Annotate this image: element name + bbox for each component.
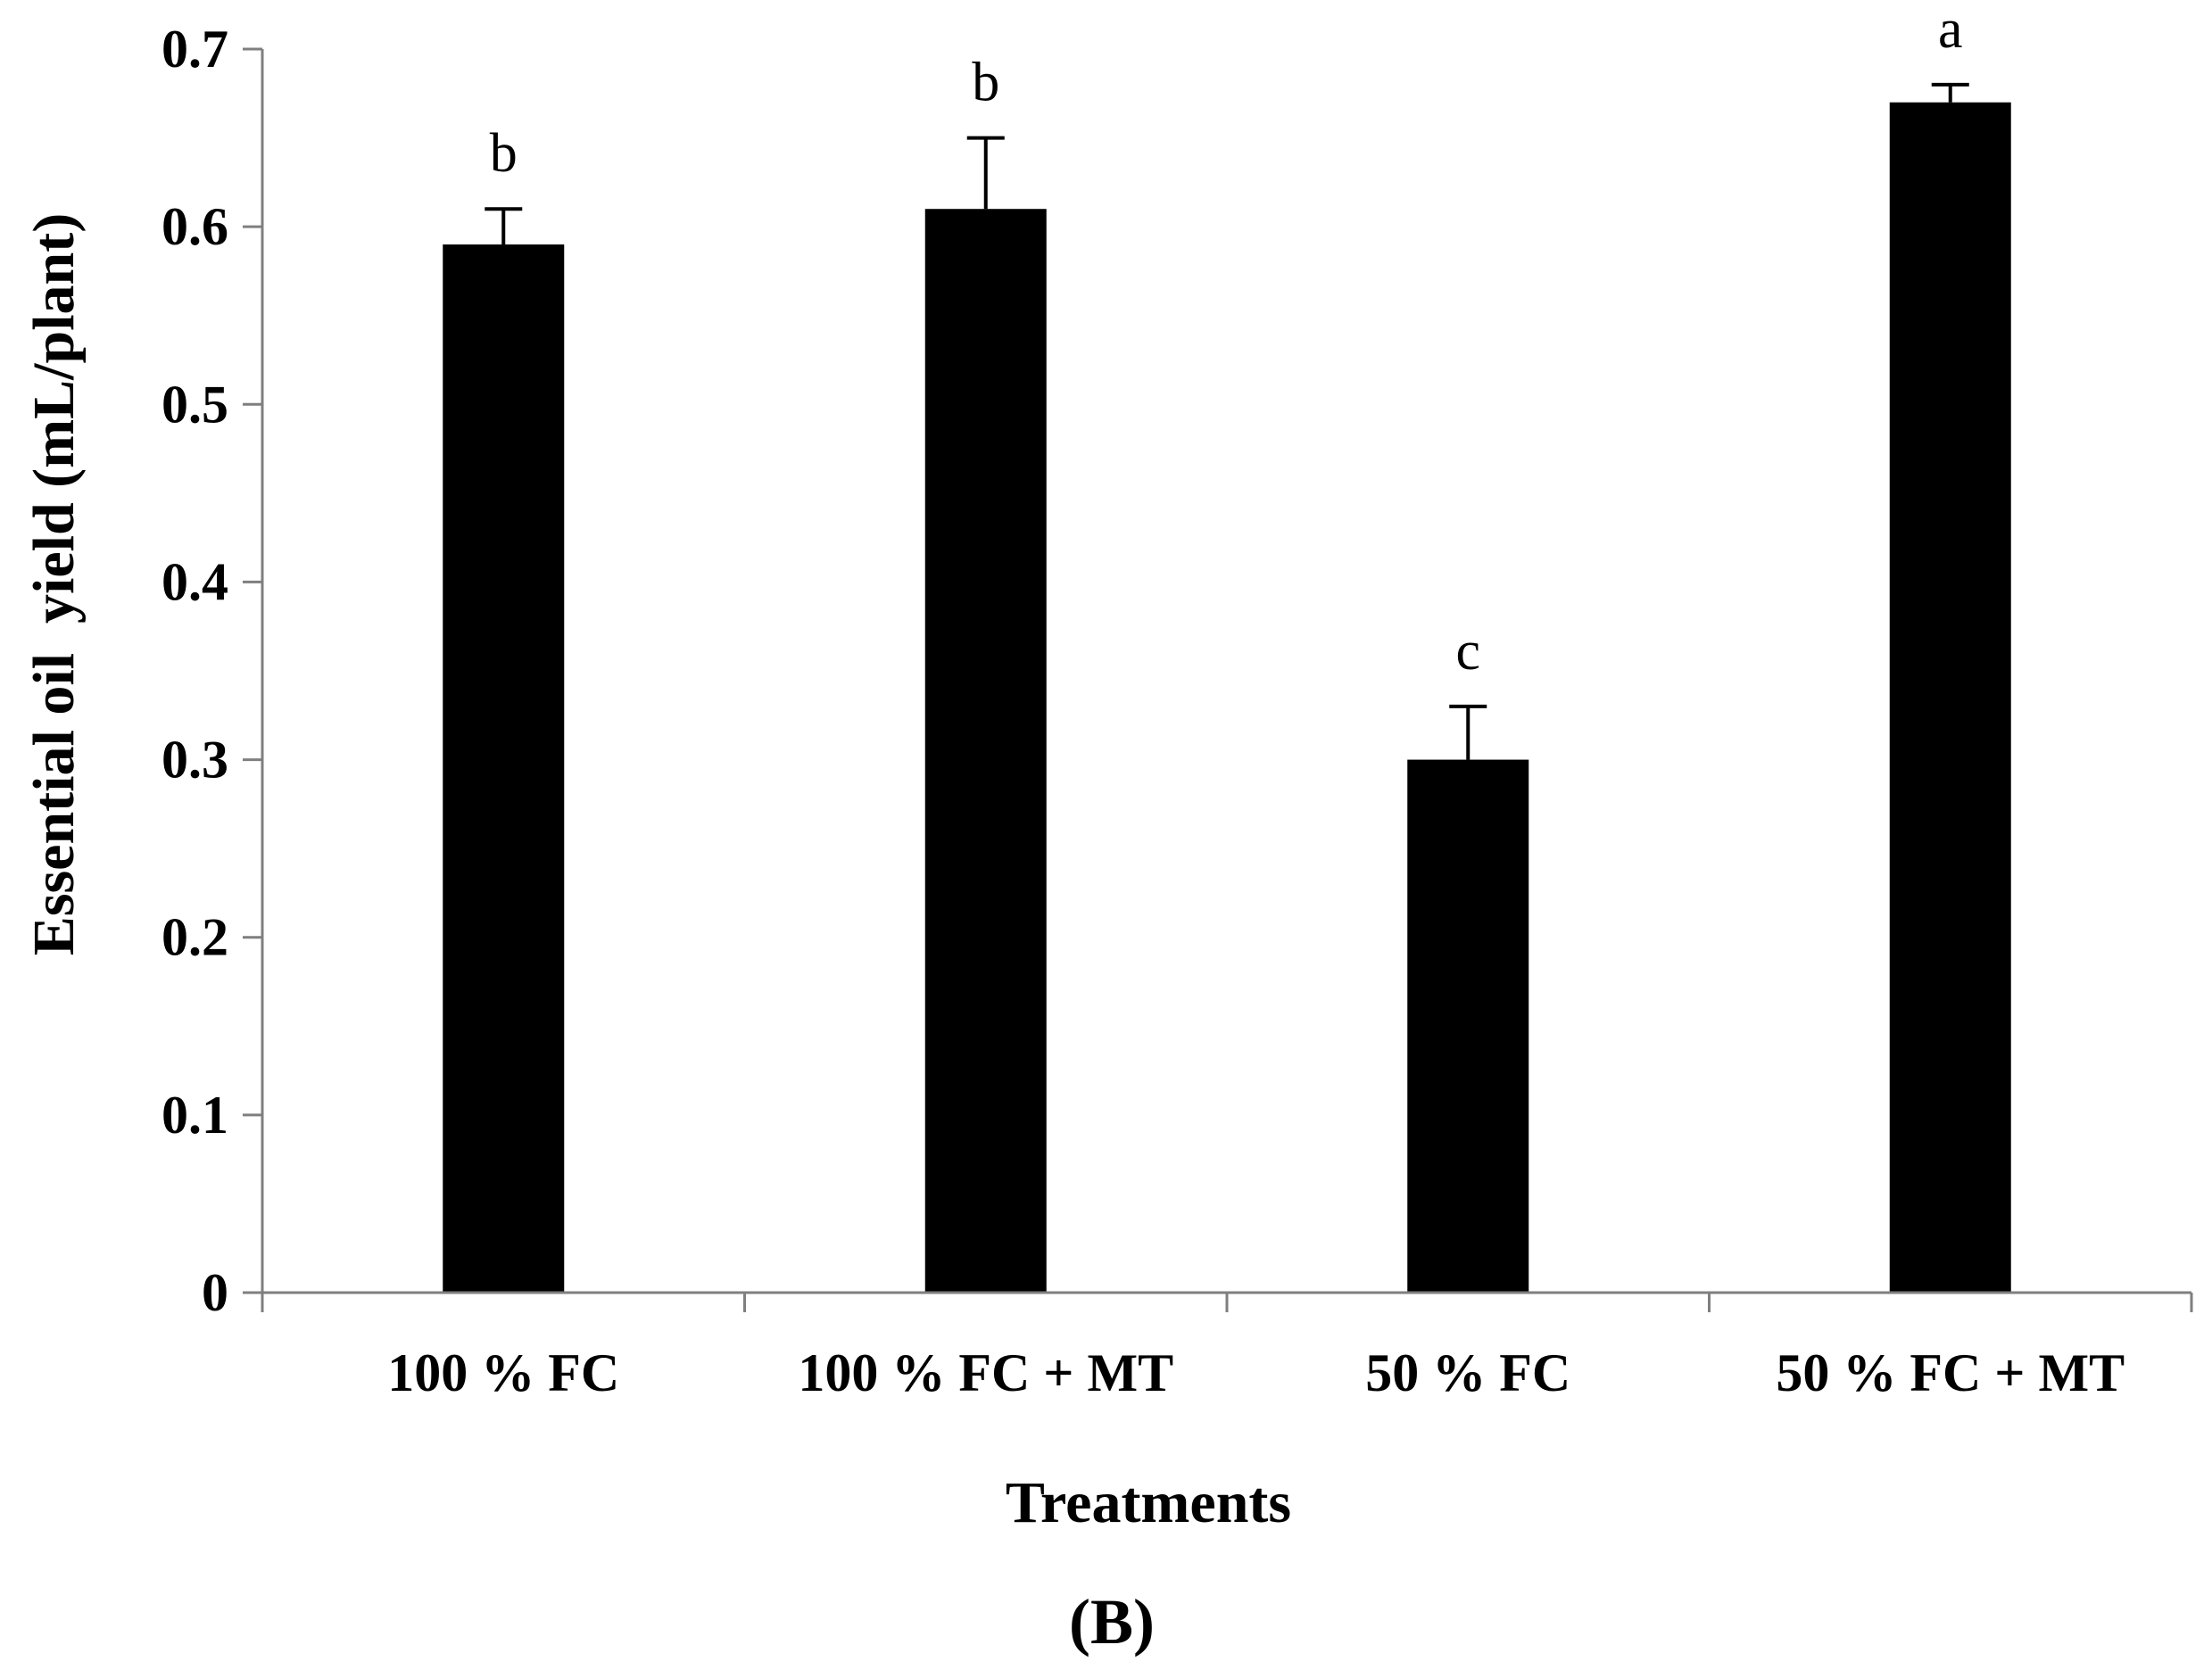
bar-1	[443, 244, 565, 1293]
significance-letter-1: b	[490, 123, 518, 184]
labels-group: 0 0.1 0.2 0.3 0.4 0.5 0.6 0.7 b b c a 100 % FC 100 % …	[162, 0, 2125, 1402]
panel-label: (B)	[1069, 1586, 1155, 1657]
y-tick-label: 0.5	[162, 375, 228, 434]
x-category-label-3: 50 % FC	[1365, 1343, 1570, 1402]
x-category-label-2: 100 % FC + MT	[798, 1343, 1173, 1402]
y-tick-label: 0	[202, 1263, 228, 1322]
bar-4	[1889, 102, 2011, 1293]
x-axis-title: Treatments	[1006, 1470, 1291, 1535]
y-axis-title: Essential oil yield (mL/plant)	[21, 213, 87, 955]
significance-letter-4: a	[1938, 0, 1963, 60]
y-tick-label: 0.6	[162, 197, 228, 256]
y-tick-label: 0.2	[162, 908, 228, 967]
x-category-label-4: 50 % FC + MT	[1776, 1343, 2125, 1402]
y-tick-label: 0.1	[162, 1086, 228, 1145]
axes-group	[243, 47, 2193, 1312]
y-tick-label: 0.7	[162, 20, 228, 79]
bars-group	[443, 102, 2011, 1294]
y-tick-label: 0.3	[162, 731, 228, 789]
y-tick-label: 0.4	[162, 552, 228, 611]
significance-letter-2: b	[972, 53, 999, 113]
significance-letter-3: c	[1455, 621, 1480, 682]
error-bars-group	[485, 82, 1969, 760]
x-category-label-1: 100 % FC	[387, 1343, 619, 1402]
bar-3	[1407, 759, 1529, 1293]
bar-2	[924, 209, 1047, 1294]
